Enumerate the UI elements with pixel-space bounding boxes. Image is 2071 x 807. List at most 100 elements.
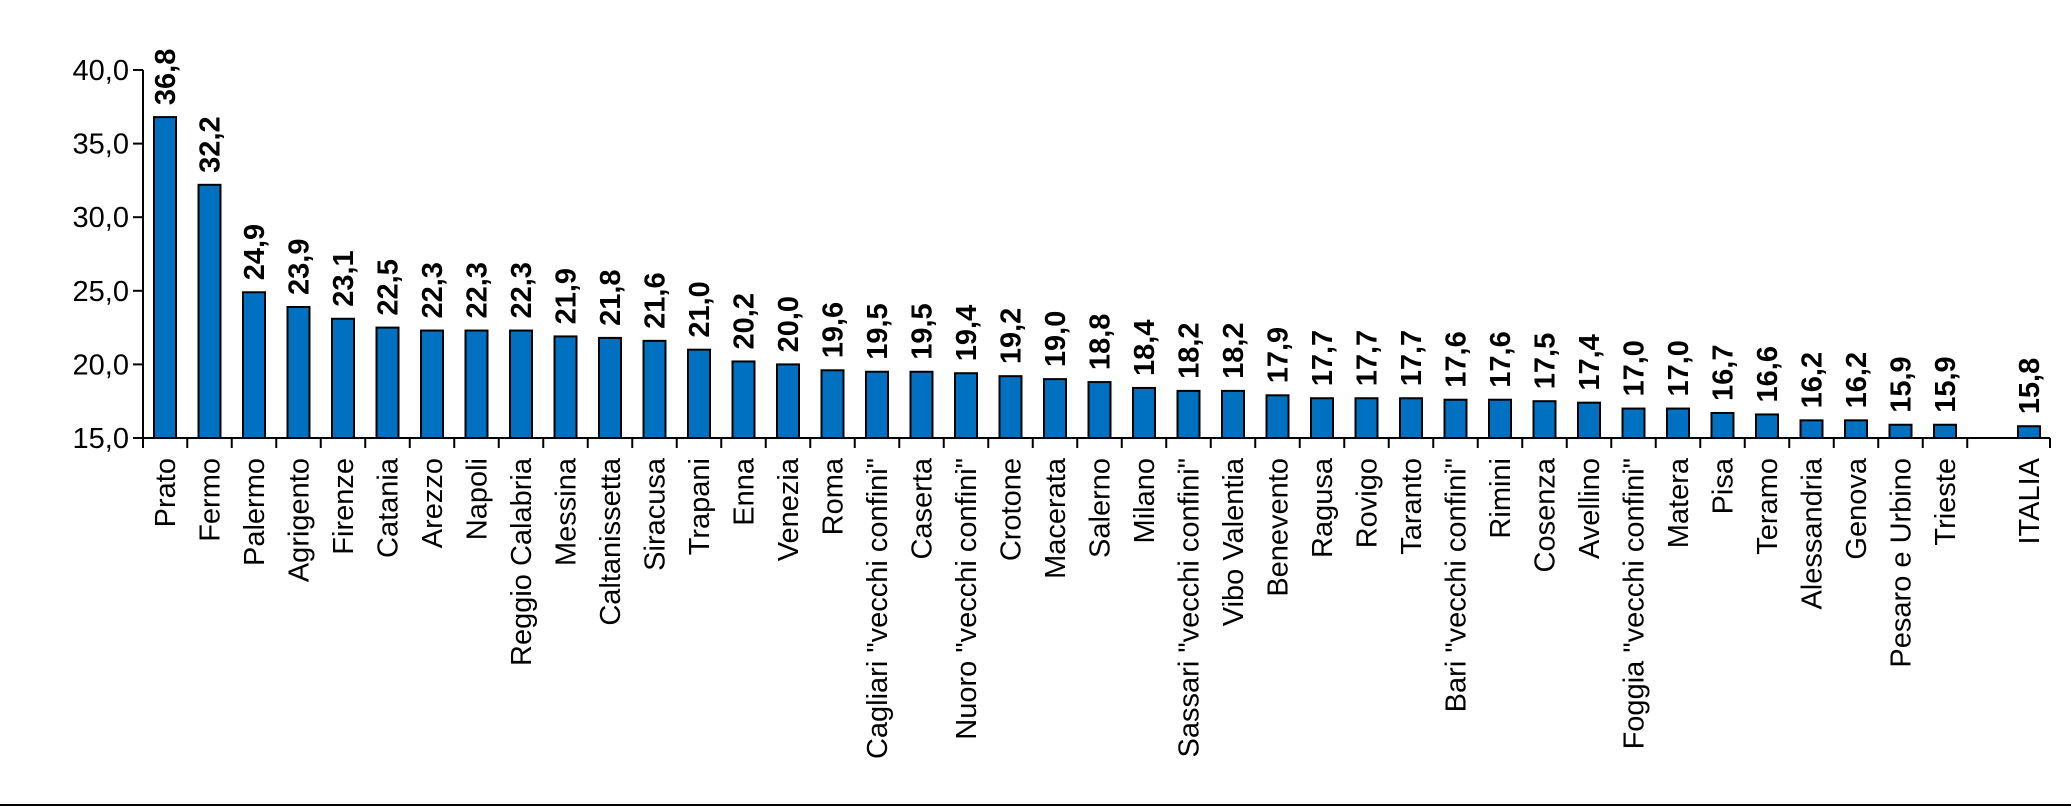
- data-label: 22,3: [417, 262, 449, 318]
- data-label: 24,9: [239, 224, 271, 280]
- category-label: Macerata: [1040, 457, 1072, 579]
- data-label: 36,8: [150, 49, 182, 105]
- category-label: Rovigo: [1352, 458, 1384, 548]
- bar: [153, 116, 177, 439]
- x-axis: Prato Fermo Palermo Agrigento Firenze Catania…: [142, 437, 2051, 759]
- category-label: Agrigento: [284, 458, 316, 582]
- data-label: 32,2: [195, 116, 227, 172]
- data-label: 18,2: [1218, 322, 1250, 378]
- bar: [1755, 413, 1779, 439]
- category-label: Taranto: [1396, 458, 1428, 555]
- category-label: Napoli: [462, 458, 494, 540]
- data-label: 23,1: [328, 250, 360, 306]
- bar: [820, 369, 845, 439]
- category-label: Siracusa: [640, 457, 672, 571]
- data-label: 22,3: [506, 262, 538, 318]
- bar: [1710, 411, 1735, 440]
- bars: 36,8 32,2 24,9 23,9 23,1 22,5 22,3 22,3 22,3 21,9…: [150, 49, 2046, 440]
- data-label: 15,8: [2014, 358, 2046, 414]
- data-label: 17,0: [1663, 340, 1695, 396]
- bar: [954, 372, 978, 439]
- bar: [1043, 378, 1067, 439]
- bar: [464, 329, 489, 440]
- bar: [1621, 407, 1646, 439]
- data-label: 17,7: [1307, 330, 1339, 386]
- data-label: 19,0: [1040, 311, 1072, 367]
- data-label: 17,6: [1441, 331, 1473, 387]
- category-label: Caltanissetta: [595, 457, 627, 626]
- category-label: Roma: [818, 457, 850, 535]
- bar: [1265, 394, 1290, 440]
- data-label: 22,3: [462, 262, 494, 318]
- category-label: Genova: [1841, 457, 1873, 559]
- data-label: 22,5: [373, 259, 405, 315]
- bar: [1443, 398, 1468, 439]
- data-label: 19,5: [862, 303, 894, 359]
- category-label: Pisa: [1708, 457, 1740, 514]
- data-label: 17,7: [1352, 330, 1384, 386]
- category-label: Foggia "vecchi confini": [1619, 458, 1651, 749]
- category-label: Avellino: [1574, 458, 1606, 559]
- category-label: Palermo: [239, 458, 271, 566]
- bar: [375, 326, 400, 440]
- bar: [731, 360, 756, 439]
- bar: [1221, 389, 1245, 439]
- category-label: Salerno: [1085, 458, 1117, 558]
- data-label: 21,0: [684, 281, 716, 337]
- bar: [1310, 397, 1334, 440]
- data-label: 21,6: [640, 272, 672, 328]
- category-label: Milano: [1129, 458, 1161, 543]
- bar: [420, 329, 444, 440]
- bar: [1176, 389, 1201, 439]
- data-label: 17,6: [1485, 331, 1517, 387]
- data-label: 16,7: [1708, 345, 1740, 401]
- bar: [865, 370, 889, 440]
- data-label: 18,2: [1174, 322, 1206, 378]
- category-label: Pesaro e Urbino: [1886, 458, 1918, 668]
- data-label: 23,9: [284, 239, 316, 295]
- category-label: Bari "vecchi confini": [1441, 458, 1473, 712]
- bar: [1488, 398, 1512, 439]
- bar: [598, 336, 622, 439]
- data-label: 19,4: [951, 305, 983, 361]
- bar: [687, 348, 711, 439]
- category-label: Rimini: [1485, 458, 1517, 539]
- y-tick-label: 40,0: [73, 55, 129, 87]
- data-label: 17,7: [1396, 330, 1428, 386]
- category-label: Arezzo: [417, 458, 449, 548]
- category-label: Trieste: [1930, 458, 1962, 546]
- data-label: 15,9: [1930, 356, 1962, 412]
- bar: [1087, 381, 1112, 439]
- category-label: Ragusa: [1307, 457, 1339, 558]
- bar: [1532, 400, 1557, 440]
- bar: [642, 339, 667, 439]
- category-label: Teramo: [1752, 458, 1784, 555]
- y-tick-label: 15,0: [73, 423, 129, 455]
- category-label: Sassari "vecchi confini": [1174, 458, 1206, 757]
- bar: [1888, 423, 1913, 440]
- category-label: Trapani: [684, 458, 716, 555]
- data-label: 17,4: [1574, 334, 1606, 390]
- bar: [1132, 386, 1156, 439]
- category-label: Catania: [373, 457, 405, 558]
- category-label: Cagliari "vecchi confini": [862, 458, 894, 759]
- data-label: 21,9: [551, 268, 583, 324]
- data-label: 16,2: [1797, 352, 1829, 408]
- bar: [1399, 397, 1423, 440]
- bar: [776, 363, 800, 439]
- y-tick-label: 20,0: [73, 349, 129, 381]
- bar: [1844, 419, 1868, 439]
- bar: [1577, 401, 1601, 439]
- data-label: 16,6: [1752, 346, 1784, 402]
- y-tick-label: 30,0: [73, 202, 129, 234]
- bar: [331, 317, 355, 440]
- category-label: Messina: [551, 457, 583, 566]
- data-label: 19,2: [996, 308, 1028, 364]
- data-label: 18,8: [1085, 314, 1117, 370]
- category-label: Benevento: [1263, 458, 1295, 597]
- bar: [242, 291, 266, 439]
- category-label: ITALIA: [2014, 457, 2046, 544]
- category-label: Caserta: [907, 457, 939, 559]
- bar: [2017, 425, 2041, 439]
- category-label: Venezia: [773, 457, 805, 561]
